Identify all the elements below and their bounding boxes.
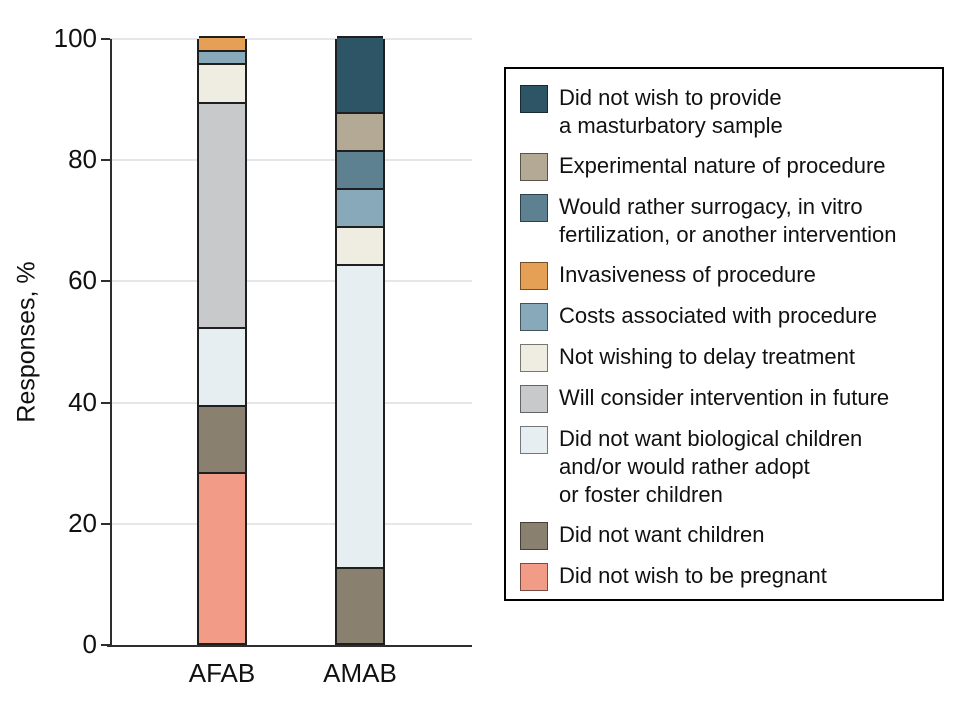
bar-segment <box>199 471 245 643</box>
bar-segment <box>199 326 245 406</box>
gridline <box>110 522 472 525</box>
legend-label: Invasiveness of procedure <box>559 262 816 287</box>
bar-amab <box>335 35 385 645</box>
legend-label: Did not wish to be pregnant <box>559 563 827 588</box>
legend-swatch <box>520 303 548 331</box>
bar-segment <box>337 149 383 188</box>
legend-swatch <box>520 344 548 372</box>
bar-segment <box>199 405 245 472</box>
y-tick-label: 60 <box>68 265 97 296</box>
legend-item: Costs associated with procedure <box>520 302 928 331</box>
gridline <box>110 401 472 404</box>
legend-item: Did not want children <box>520 521 928 550</box>
bar-segment <box>199 63 245 103</box>
bar-segment <box>337 264 383 568</box>
legend-label: Did not want biological children and/or … <box>559 426 863 507</box>
bar-segment <box>337 226 383 265</box>
legend-label: Would rather surrogacy, in vitro fertili… <box>559 194 897 247</box>
legend-swatch <box>520 262 548 290</box>
legend-label: Did not want children <box>559 522 765 547</box>
y-tick <box>101 38 110 40</box>
legend-label: Will consider intervention in future <box>559 385 890 410</box>
bar-afab <box>197 36 247 645</box>
y-tick-label: 40 <box>68 386 97 417</box>
legend-item: Did not wish to be pregnant <box>520 562 928 591</box>
y-tick-label: 80 <box>68 144 97 175</box>
legend-swatch <box>520 385 548 413</box>
legend: Did not wish to provide a masturbatory s… <box>504 67 944 601</box>
y-tick <box>101 159 110 162</box>
x-category-label: AFAB <box>188 658 256 688</box>
bar-segment <box>199 36 245 50</box>
gridline <box>110 159 472 162</box>
legend-label: Experimental nature of procedure <box>559 153 886 178</box>
legend-swatch <box>520 153 548 181</box>
legend-item: Experimental nature of procedure <box>520 152 928 181</box>
y-tick-label: 20 <box>68 507 97 538</box>
legend-item: Did not want biological children and/or … <box>520 425 928 509</box>
legend-swatch <box>520 426 548 454</box>
legend-swatch <box>520 563 548 591</box>
legend-label: Not wishing to delay treatment <box>559 344 855 369</box>
y-tick <box>101 401 110 404</box>
bar-segment <box>337 35 383 112</box>
legend-item: Will consider intervention in future <box>520 384 928 413</box>
x-category-label: AMAB <box>323 658 397 688</box>
y-tick <box>101 280 110 283</box>
bar-segment <box>337 111 383 150</box>
legend-swatch <box>520 194 548 222</box>
y-tick-label: 0 <box>82 628 97 659</box>
y-tick <box>101 522 110 525</box>
bar-segment <box>337 567 383 643</box>
legend-label: Did not wish to provide a masturbatory s… <box>559 85 783 138</box>
legend-item: Not wishing to delay treatment <box>520 343 928 372</box>
bar-segment <box>199 102 245 327</box>
y-axis-line <box>110 39 112 647</box>
legend-swatch <box>520 85 548 113</box>
legend-item: Would rather surrogacy, in vitro fertili… <box>520 193 928 249</box>
legend-item: Invasiveness of procedure <box>520 261 928 290</box>
gridline <box>110 280 472 283</box>
bar-segment <box>199 49 245 64</box>
legend-swatch <box>520 522 548 550</box>
legend-item: Did not wish to provide a masturbatory s… <box>520 84 928 140</box>
y-tick <box>101 644 110 646</box>
x-axis-line <box>107 645 472 647</box>
bar-segment <box>337 187 383 227</box>
legend-label: Costs associated with procedure <box>559 303 877 328</box>
y-tick-label: 100 <box>53 22 97 53</box>
gridline <box>110 38 472 40</box>
